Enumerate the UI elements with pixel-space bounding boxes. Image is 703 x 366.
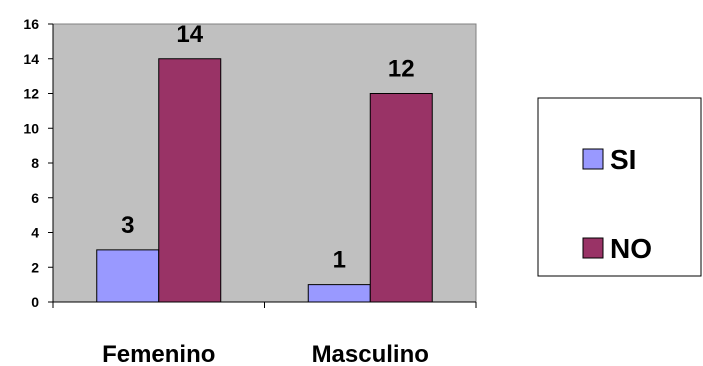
x-axis: Femenino Masculino xyxy=(52,301,477,366)
legend-swatch xyxy=(582,237,604,259)
y-tick-label: 12 xyxy=(23,86,39,102)
data-label: 3 xyxy=(121,212,134,239)
y-tick-label: 8 xyxy=(31,155,39,171)
bar xyxy=(369,93,433,303)
legend-box xyxy=(537,97,702,277)
legend-label: SI xyxy=(610,144,636,175)
legend-label: NO xyxy=(610,233,652,264)
y-tick-label: 6 xyxy=(31,190,39,206)
y-tick-label: 10 xyxy=(23,120,39,136)
data-labels: 3 14 1 12 xyxy=(121,21,415,274)
y-tick-label: 4 xyxy=(31,225,39,241)
bar xyxy=(158,58,222,303)
legend-swatch xyxy=(582,148,604,170)
x-category-label: Femenino xyxy=(102,341,215,366)
legend: SI NO xyxy=(537,97,702,277)
bars xyxy=(96,58,433,303)
y-tick-label: 16 xyxy=(23,16,39,32)
y-tick-label: 0 xyxy=(31,294,39,310)
y-axis: 0 2 4 6 8 10 12 14 16 xyxy=(23,16,54,310)
y-tick-label: 14 xyxy=(23,51,39,67)
bar xyxy=(96,249,160,303)
y-tick-label: 2 xyxy=(31,259,39,275)
data-label: 1 xyxy=(333,247,346,274)
data-label: 12 xyxy=(388,56,415,83)
x-category-label: Masculino xyxy=(312,341,429,366)
data-label: 14 xyxy=(176,21,203,48)
bar xyxy=(307,284,371,303)
